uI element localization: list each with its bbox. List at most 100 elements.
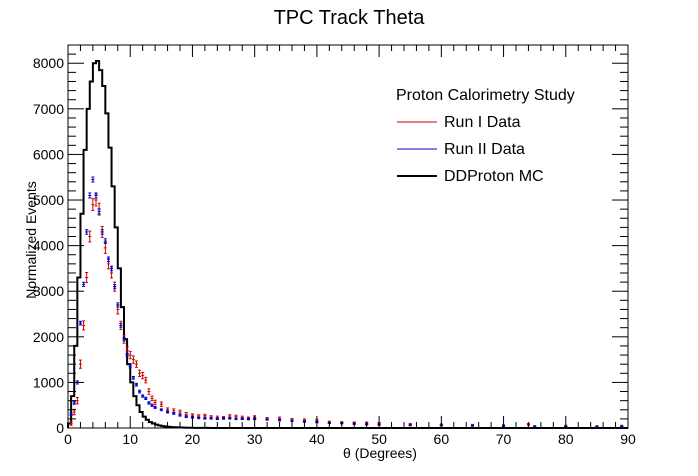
mc-histogram <box>67 59 628 429</box>
run2-point <box>240 417 244 421</box>
run1-point <box>144 376 148 384</box>
run1-point <box>172 408 176 413</box>
run2-point <box>69 412 73 416</box>
run2-point <box>209 417 213 420</box>
run2-point <box>144 396 148 401</box>
legend-entry-mc: DDProton MC <box>444 168 544 185</box>
run1-point <box>78 359 82 369</box>
run2-point <box>150 403 154 407</box>
run2-point <box>184 415 188 419</box>
run2-point <box>122 336 126 342</box>
x-tick-label: 60 <box>434 431 450 447</box>
run1-point <box>147 388 151 395</box>
run1-point <box>150 395 154 402</box>
y-tick-label: 3000 <box>33 283 64 299</box>
run2-point <box>128 364 132 369</box>
x-tick-label: 10 <box>122 431 138 447</box>
run2-point <box>408 424 412 427</box>
run2-point <box>82 281 86 287</box>
legend-entry-run1: Run I Data <box>444 114 521 131</box>
run1-point <box>159 401 163 408</box>
y-tick-label: 4000 <box>33 238 64 254</box>
run2-point <box>197 416 201 420</box>
y-tick-label: 1000 <box>33 374 64 390</box>
x-tick-label: 0 <box>64 431 72 447</box>
run1-point <box>82 320 86 331</box>
y-tick-label: 2000 <box>33 329 64 345</box>
run1-point <box>69 421 73 426</box>
run2-point <box>178 413 182 417</box>
run1-point <box>153 399 157 406</box>
run2-point <box>265 418 269 421</box>
run1-point <box>234 414 238 419</box>
run2-point <box>153 406 157 409</box>
run1-point <box>141 371 145 380</box>
run2-point <box>106 256 110 263</box>
run1-point <box>134 360 138 368</box>
x-tick-label: 20 <box>185 431 201 447</box>
legend-entry-run2: Run II Data <box>444 141 525 158</box>
run1-point <box>128 350 132 360</box>
run1-point <box>91 198 95 212</box>
y-tick-label: 0 <box>56 420 64 436</box>
run2-point <box>141 394 145 398</box>
run2-point <box>470 424 474 427</box>
x-tick-label: 30 <box>247 431 263 447</box>
run2-point <box>131 375 135 380</box>
chart-title: TPC Track Theta <box>274 7 426 29</box>
run2-point <box>533 425 537 428</box>
run2-point <box>103 238 107 244</box>
run2-point <box>88 192 92 199</box>
run2-point <box>116 302 120 308</box>
run2-point <box>72 401 76 405</box>
x-tick-label: 50 <box>371 431 387 447</box>
run2-point <box>110 265 114 272</box>
run2-point <box>290 419 294 422</box>
run2-point <box>78 320 82 326</box>
run1-point <box>138 369 142 377</box>
axis-ticks: 0 10 20 30 40 50 60 70 80 90 0 1000 2000 3000 4000 5000… <box>33 44 636 447</box>
y-axis-label: Normalized Events <box>23 181 39 299</box>
run2-point <box>278 419 282 422</box>
run2-point <box>100 229 104 235</box>
run1-point <box>88 230 92 243</box>
run2-point <box>138 389 142 394</box>
legend-header: Proton Calorimetry Study <box>396 87 575 104</box>
legend: Proton Calorimetry Study Run I Data Run … <box>396 87 575 185</box>
run1-point <box>103 241 107 254</box>
run2-point <box>172 411 176 415</box>
run2-point <box>620 425 624 428</box>
run2-point <box>246 417 250 421</box>
y-tick-label: 8000 <box>33 55 64 71</box>
run2-point <box>85 229 89 235</box>
run2-point <box>234 417 238 421</box>
run2-point <box>215 417 219 421</box>
y-tick-label: 6000 <box>33 146 64 162</box>
run2-point <box>166 410 170 414</box>
run2-point <box>94 192 98 199</box>
x-tick-label: 90 <box>620 431 636 447</box>
run2-point <box>147 401 151 405</box>
run2-point <box>228 417 232 420</box>
x-tick-label: 80 <box>558 431 574 447</box>
run2-point <box>595 425 599 428</box>
y-tick-label: 7000 <box>33 101 64 117</box>
run2-point <box>222 416 226 420</box>
run2-point <box>134 382 138 387</box>
run2-point <box>125 352 129 358</box>
x-tick-label: 70 <box>496 431 512 447</box>
x-axis-label: θ (Degrees) <box>343 445 417 461</box>
plot-series <box>67 59 628 429</box>
run2-point <box>203 417 207 420</box>
run1-point <box>131 355 135 364</box>
y-tick-label: 5000 <box>33 192 64 208</box>
run1-point <box>178 409 182 415</box>
run1-point <box>228 414 232 419</box>
run2-point <box>119 323 123 328</box>
run2-point <box>91 176 95 183</box>
run2-point <box>113 284 117 290</box>
run2-point <box>159 408 163 412</box>
run1-point <box>75 396 79 405</box>
x-tick-label: 40 <box>309 431 325 447</box>
